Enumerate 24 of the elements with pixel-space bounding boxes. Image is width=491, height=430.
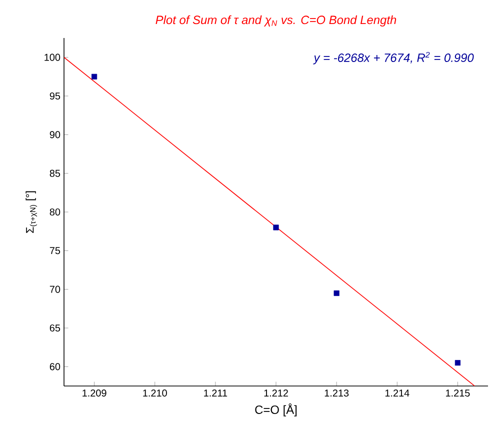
y-tick-label: 65 xyxy=(50,324,60,332)
y-tick-label: 60 xyxy=(50,363,60,370)
x-tick-label: 1.209 xyxy=(82,390,106,397)
x-tick-label: 1.215 xyxy=(446,390,470,397)
y-tick-label: 85 xyxy=(50,170,60,177)
y-tick-label: 75 xyxy=(50,247,60,254)
x-tick-label: 1.210 xyxy=(143,390,167,397)
chart-title: Plot of Sum of τ and χ$_{N}$ vs. C=O Bond Length xyxy=(156,15,396,27)
y-tick-label: 90 xyxy=(50,131,60,138)
y-tick-label: 100 xyxy=(44,54,60,61)
x-axis-title: C=O [Å] xyxy=(255,403,297,416)
y-tick-label: 70 xyxy=(50,286,60,293)
y-axis-title: Σ$_{(τ+χN)}$ [°] xyxy=(26,191,38,233)
x-tick-label: 1.212 xyxy=(264,390,288,396)
x-tick-label: 1.213 xyxy=(324,390,349,397)
point xyxy=(454,360,461,366)
point xyxy=(273,224,279,230)
point xyxy=(92,74,98,80)
x-tick-label: 1.214 xyxy=(385,390,410,396)
annotation: y = -6268x + 7674, R$^{2}$ = 0.990 xyxy=(313,52,474,64)
y-tick-label: 95 xyxy=(50,92,60,100)
point xyxy=(334,290,340,296)
x-tick-label: 1.211 xyxy=(204,390,228,396)
y-tick-label: 80 xyxy=(50,208,60,216)
